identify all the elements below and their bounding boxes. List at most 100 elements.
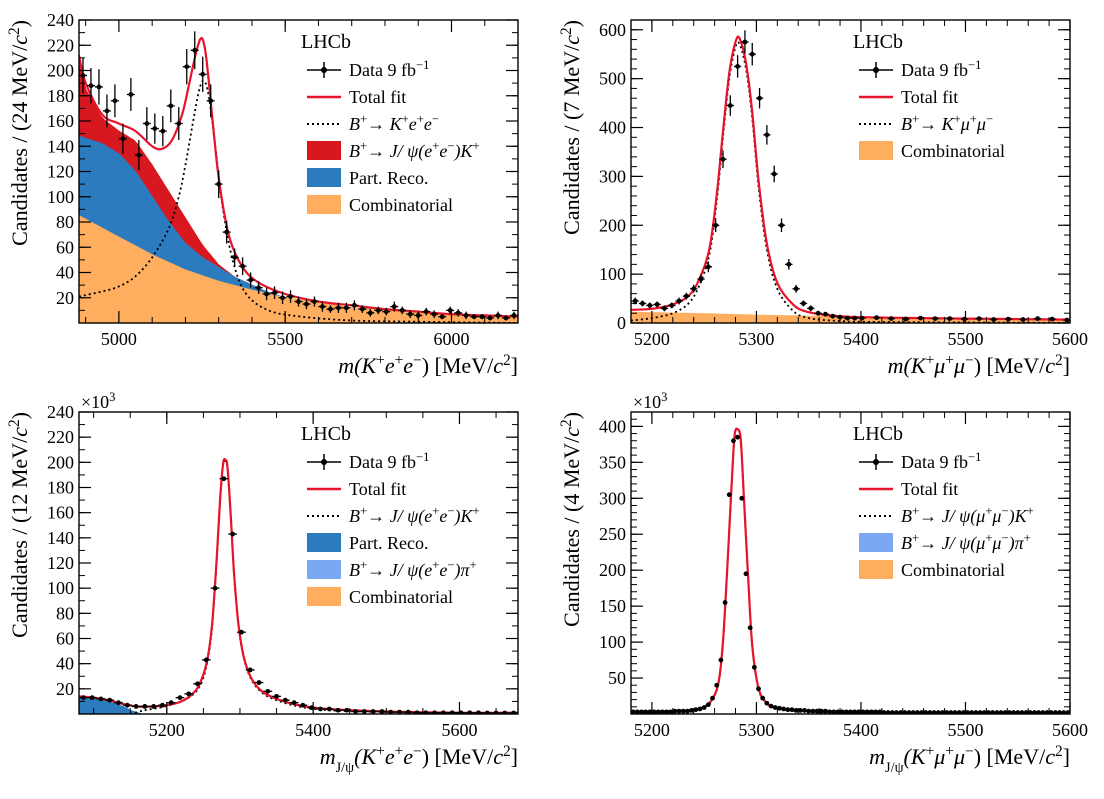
data-point — [274, 693, 279, 699]
data-point — [632, 298, 638, 304]
y-tick-label: 180 — [47, 86, 74, 106]
x-tick-label: 5300 — [738, 720, 774, 740]
legend-label: B+→ J/ ψ(e+e−)K+ — [349, 139, 480, 162]
data-point — [647, 303, 653, 308]
data-point — [914, 710, 920, 714]
data-point — [856, 709, 862, 714]
plot-area — [631, 30, 1070, 323]
legend-marker-fill — [859, 533, 893, 552]
data-point — [388, 709, 394, 714]
data-point — [749, 51, 755, 57]
data-point — [142, 704, 148, 709]
data-point — [994, 710, 1000, 714]
y-tick-label: 300 — [599, 166, 626, 186]
data-point — [487, 315, 493, 321]
data-point — [931, 710, 937, 714]
y-tick-label: 80 — [56, 212, 74, 232]
data-point — [647, 709, 653, 714]
data-point — [976, 316, 982, 322]
x-tick-label: 5200 — [149, 720, 185, 740]
data-point — [184, 64, 190, 70]
data-point — [168, 700, 174, 706]
data-point — [676, 298, 682, 304]
x-tick-label: 5000 — [101, 329, 137, 349]
data-point — [747, 625, 753, 631]
data-point — [991, 317, 997, 322]
data-point — [683, 293, 689, 299]
y-tick-label: 40 — [56, 263, 74, 283]
data-point — [852, 709, 858, 714]
data-point — [685, 708, 690, 714]
experiment-label: LHCb — [301, 423, 351, 445]
data-point — [463, 313, 469, 318]
data-point — [367, 310, 373, 316]
legend: Data 9 fb−1 Total fit B+→ J/ ψ(e+e−)K+ Part… — [307, 450, 480, 607]
legend-entry: Combinatorial — [859, 560, 1005, 580]
data-point — [927, 710, 933, 714]
data-point — [634, 709, 640, 714]
data-point — [864, 709, 870, 714]
legend-entry: Combinatorial — [307, 195, 453, 215]
data-point — [977, 710, 983, 714]
x-axis-label: mJ/ψ(K+μ+μ−) [MeV/c2] — [869, 743, 1070, 777]
legend-label: Combinatorial — [901, 141, 1005, 161]
data-point — [104, 108, 110, 114]
data-points — [631, 434, 1070, 714]
legend-entry: Data 9 fb−1 — [307, 450, 429, 472]
y-tick-label: 240 — [47, 10, 74, 30]
data-point — [375, 307, 381, 313]
data-point — [208, 98, 214, 104]
y-tick-label: 240 — [47, 402, 74, 422]
legend-label: Total fit — [901, 479, 958, 499]
data-point — [818, 708, 824, 714]
legend-marker-fill — [307, 195, 341, 214]
legend-entry: Data 9 fb−1 — [859, 450, 981, 472]
data-point — [814, 708, 820, 714]
data-point — [423, 710, 429, 714]
data-point — [383, 309, 389, 315]
data-point — [801, 301, 806, 306]
data-point — [815, 310, 821, 316]
y-tick-label: 200 — [47, 61, 74, 81]
data-point — [272, 290, 277, 296]
data-point — [944, 710, 950, 714]
data-point — [1064, 317, 1070, 323]
data-point — [889, 710, 895, 714]
data-point — [757, 95, 762, 101]
component-Part. Reco. — [79, 697, 518, 714]
y-axis-label: Candidates / (4 MeV/c2) — [558, 412, 585, 627]
data-points — [79, 476, 518, 714]
y-tick-label: 200 — [599, 560, 626, 580]
legend-entry: Part. Reco. — [307, 168, 428, 188]
data-point — [1019, 710, 1025, 714]
x-tick-label: 5600 — [441, 720, 477, 740]
data-point — [344, 707, 350, 713]
data-point — [810, 708, 816, 714]
data-point — [160, 128, 166, 134]
data-points — [631, 30, 1070, 323]
data-point — [640, 301, 645, 306]
data-point — [990, 710, 996, 714]
y-tick-label: 140 — [47, 528, 74, 548]
axis-ticks — [79, 19, 519, 324]
legend-entry: Total fit — [307, 87, 406, 107]
data-point — [680, 708, 686, 714]
data-point — [405, 709, 411, 714]
legend-entry: Part. Reco. — [307, 533, 428, 553]
legend-entry: B+→ J/ ψ(e+e−)K+ — [307, 504, 480, 527]
legend-entry: Combinatorial — [859, 141, 1005, 161]
y-tick-label: 160 — [47, 111, 74, 131]
legend-entry: Total fit — [307, 479, 406, 499]
data-point — [764, 700, 770, 706]
legend-label: Total fit — [349, 87, 406, 107]
y-tick-label: 100 — [599, 632, 626, 652]
data-point — [1005, 316, 1011, 322]
y-tick-label: 500 — [599, 69, 626, 89]
data-point — [910, 710, 916, 714]
data-point — [639, 709, 644, 714]
y-tick-label: 0 — [617, 313, 626, 333]
data-point — [802, 708, 807, 713]
x-tick-label: 5300 — [738, 329, 774, 349]
data-point — [743, 571, 749, 577]
panel-top-left: 5000 5500 6000 20 40 60 80 100 120 140 160 180 200 22… — [6, 10, 519, 378]
